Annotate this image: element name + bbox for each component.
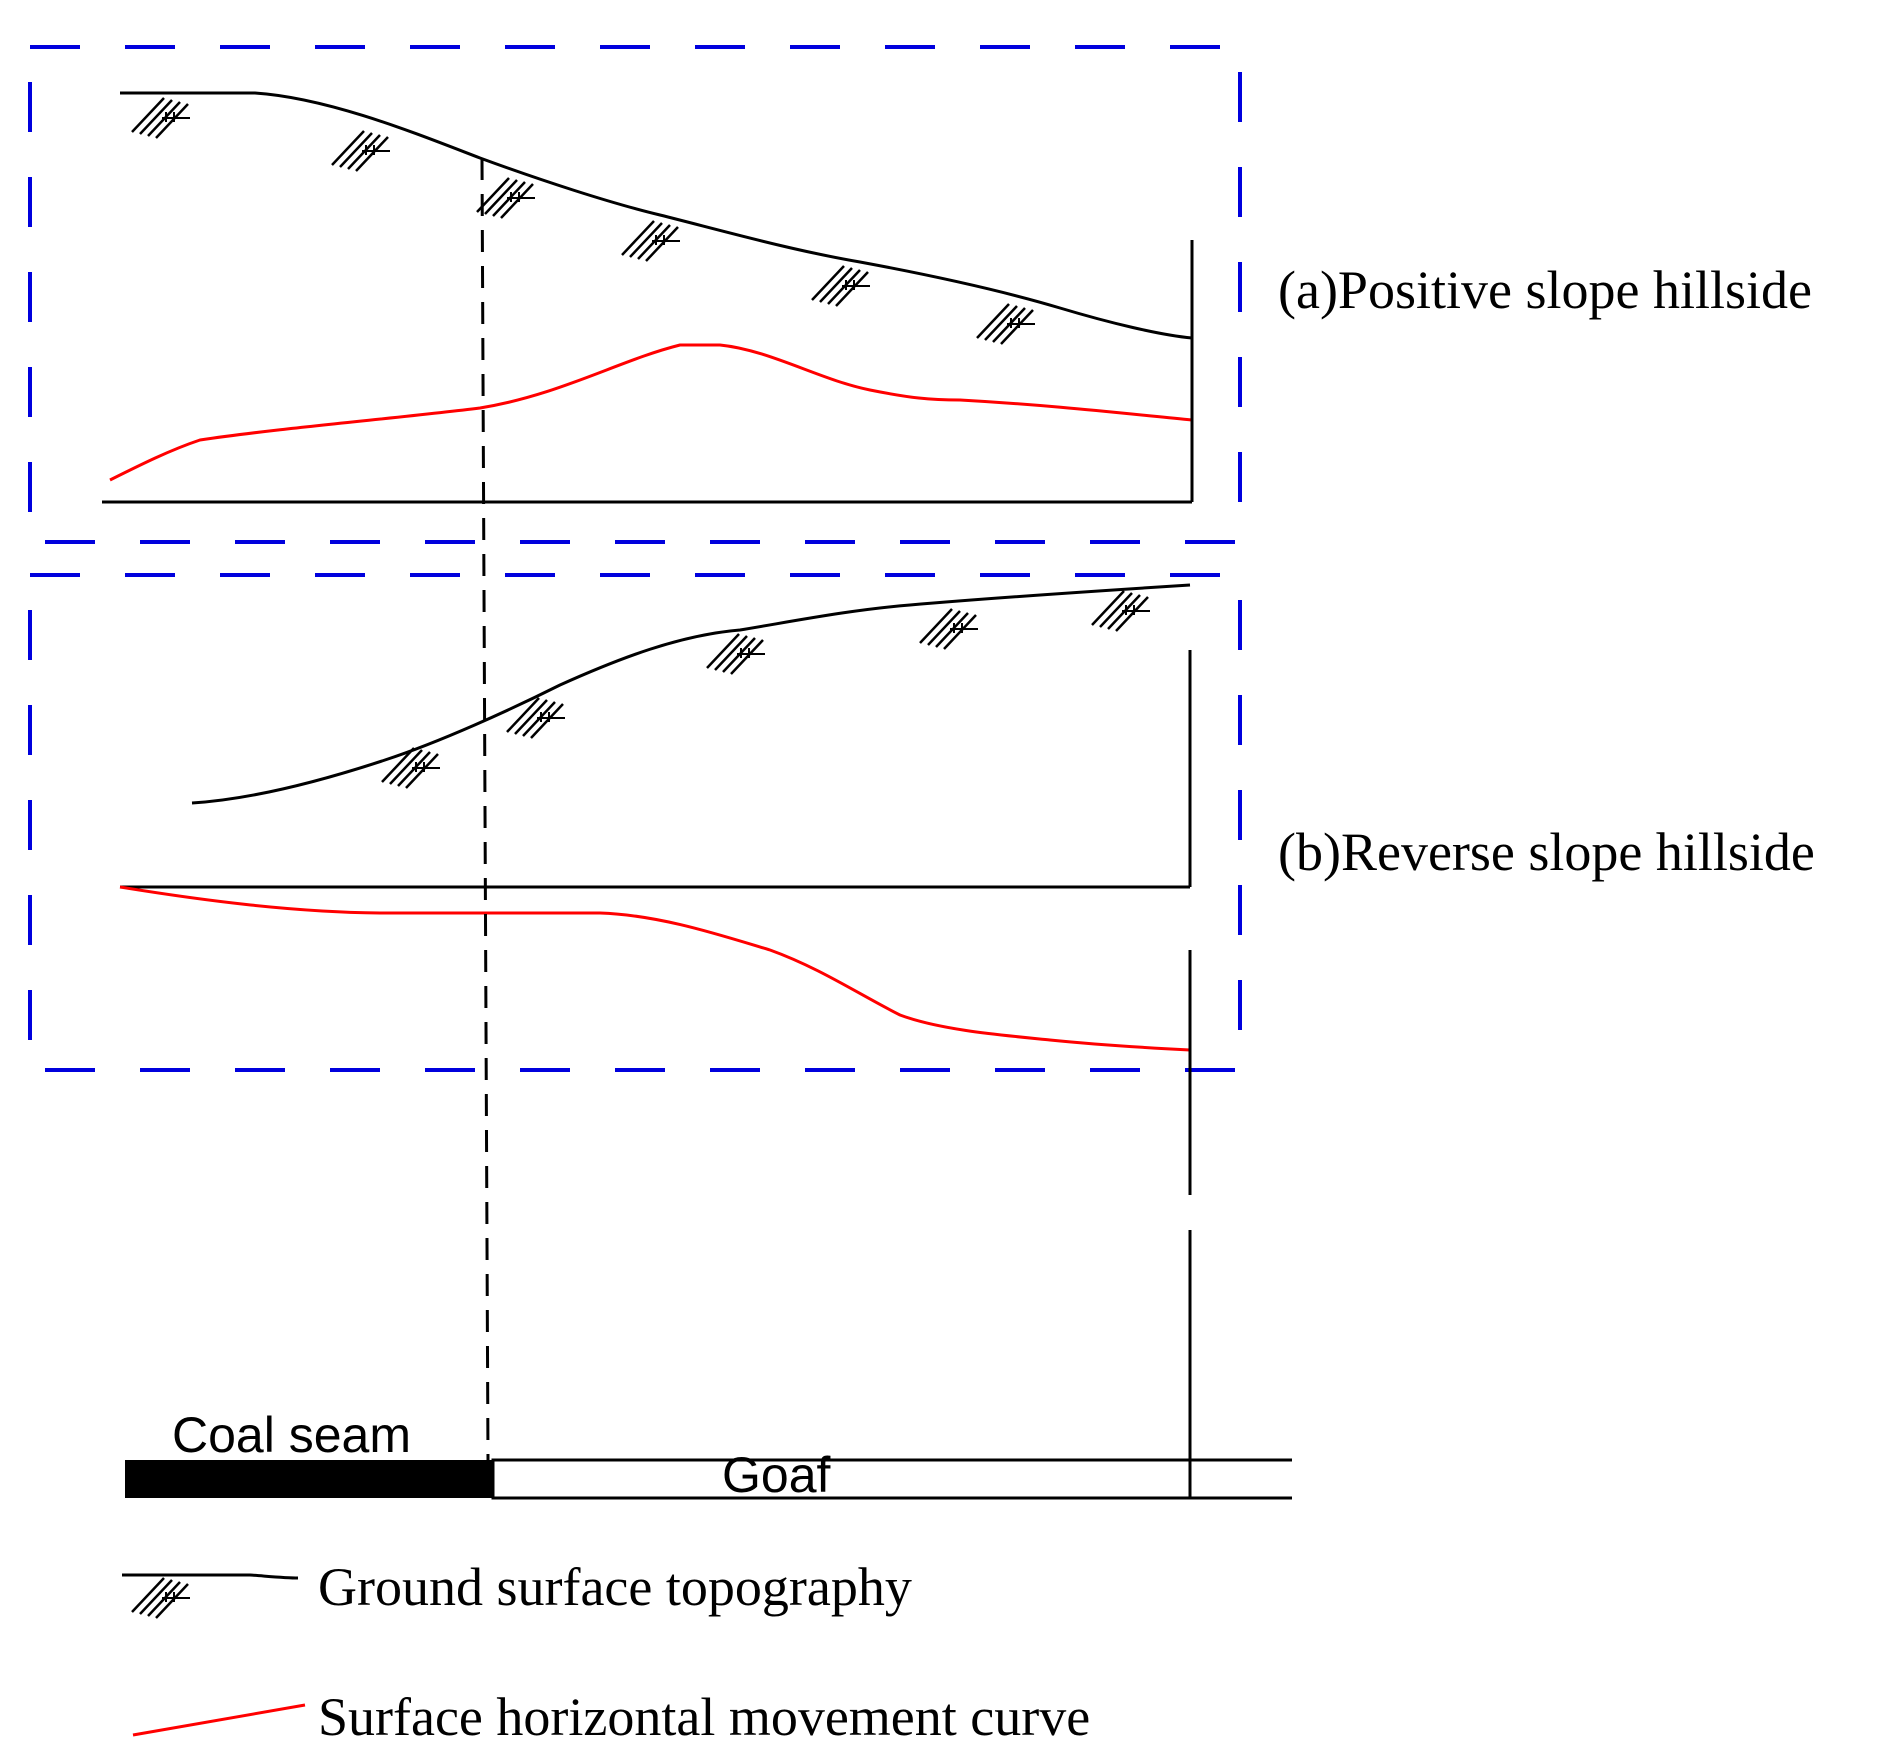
panel-a-frame (28, 45, 1242, 544)
panel-a-ground-surface (120, 91, 1193, 340)
panel-a: (a)Positive slope hillside (28, 45, 1812, 544)
legend-movement-label: Surface horizontal movement curve (318, 1687, 1090, 1747)
legend-ground-label: Ground surface topography (318, 1557, 912, 1617)
panel-b-frame (28, 573, 1242, 1072)
goaf-label: Goaf (722, 1447, 831, 1503)
coal-seam-label: Coal seam (172, 1407, 411, 1463)
coal-seam-block (125, 1460, 493, 1498)
panel-b-hatch-marks (380, 589, 1152, 790)
legend: Ground surface topography Surface horizo… (122, 1557, 1090, 1747)
panel-b: (b)Reverse slope hillside (28, 573, 1815, 1072)
panel-b-movement-curve (119, 885, 1191, 1052)
legend-ground-symbol (122, 1573, 299, 1620)
panel-b-label: (b)Reverse slope hillside (1278, 822, 1815, 882)
panel-a-movement-curve (109, 343, 1193, 482)
panel-b-ground-surface (191, 583, 1191, 805)
goaf-block (491, 1458, 1192, 1500)
strata: Coal seam Goaf (125, 1407, 1292, 1503)
panel-a-hatch-marks (130, 96, 1037, 346)
boundary-guide-line (480, 157, 490, 1461)
legend-movement-symbol (132, 1703, 306, 1737)
panel-a-label: (a)Positive slope hillside (1278, 260, 1812, 320)
